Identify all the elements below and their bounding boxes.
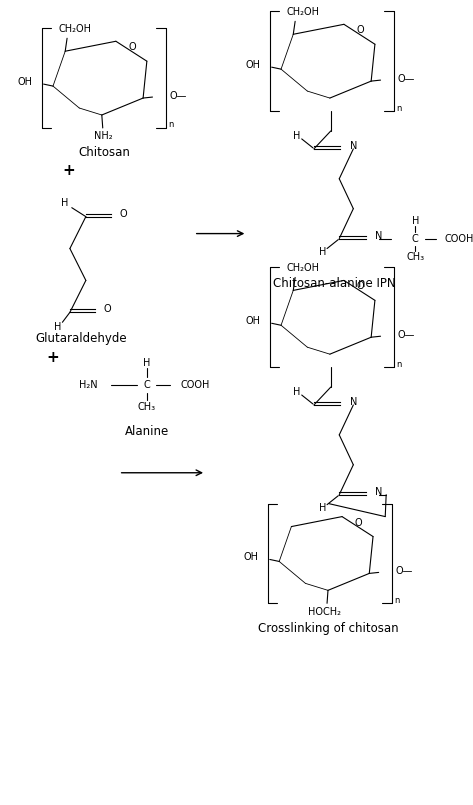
Text: O—: O— bbox=[397, 74, 415, 84]
Text: H: H bbox=[319, 246, 326, 257]
Text: CH₂OH: CH₂OH bbox=[58, 24, 91, 35]
Text: OH: OH bbox=[18, 77, 32, 87]
Text: COOH: COOH bbox=[445, 233, 473, 244]
Text: n: n bbox=[397, 104, 402, 113]
Text: O: O bbox=[129, 42, 136, 52]
Text: C: C bbox=[143, 380, 150, 390]
Text: O—: O— bbox=[397, 330, 415, 341]
Text: OH: OH bbox=[245, 60, 261, 70]
Text: n: n bbox=[397, 360, 402, 369]
Text: O: O bbox=[357, 282, 364, 291]
Text: H: H bbox=[412, 216, 419, 225]
Text: H: H bbox=[293, 387, 301, 397]
Text: n: n bbox=[168, 121, 174, 130]
Text: CH₃: CH₃ bbox=[138, 402, 156, 412]
Text: N: N bbox=[350, 397, 357, 407]
Text: H₂N: H₂N bbox=[79, 380, 98, 390]
Text: OH: OH bbox=[244, 552, 259, 563]
Text: H: H bbox=[293, 131, 301, 141]
Text: CH₃: CH₃ bbox=[406, 251, 424, 262]
Text: +: + bbox=[62, 163, 75, 178]
Text: O: O bbox=[355, 518, 362, 527]
Text: Alanine: Alanine bbox=[125, 425, 169, 439]
Text: O: O bbox=[357, 25, 364, 35]
Text: O—: O— bbox=[395, 567, 413, 576]
Text: n: n bbox=[395, 596, 400, 605]
Text: N: N bbox=[375, 487, 382, 497]
Text: Chitosan: Chitosan bbox=[79, 147, 131, 159]
Text: N: N bbox=[350, 141, 357, 151]
Text: Crosslinking of chitosan: Crosslinking of chitosan bbox=[258, 621, 398, 634]
Text: O—: O— bbox=[169, 91, 187, 101]
Text: OH: OH bbox=[245, 316, 261, 326]
Text: C: C bbox=[412, 233, 419, 244]
Text: O: O bbox=[104, 304, 111, 314]
Text: HOCH₂: HOCH₂ bbox=[308, 607, 341, 617]
Text: H: H bbox=[319, 502, 326, 513]
Text: O: O bbox=[120, 208, 127, 219]
Text: CH₂OH: CH₂OH bbox=[286, 263, 319, 274]
Text: H: H bbox=[61, 198, 68, 208]
Text: H: H bbox=[54, 322, 61, 332]
Text: H: H bbox=[143, 358, 150, 368]
Text: NH₂: NH₂ bbox=[95, 131, 113, 141]
Text: CH₂OH: CH₂OH bbox=[286, 7, 319, 18]
Text: Chitosan-alanine IPN: Chitosan-alanine IPN bbox=[273, 277, 396, 290]
Text: +: + bbox=[47, 349, 60, 365]
Text: COOH: COOH bbox=[181, 380, 210, 390]
Text: Glutaraldehyde: Glutaraldehyde bbox=[35, 332, 127, 345]
Text: N: N bbox=[375, 230, 382, 241]
